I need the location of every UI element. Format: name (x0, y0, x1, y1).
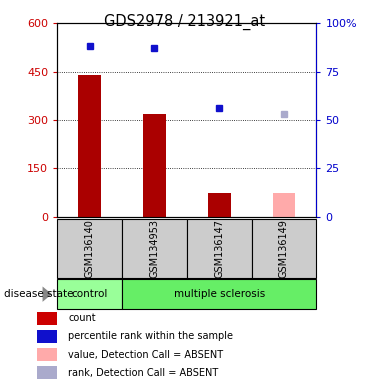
Text: count: count (68, 313, 96, 323)
Bar (273, 193, 295, 217)
Text: value, Detection Call = ABSENT: value, Detection Call = ABSENT (68, 350, 223, 360)
Bar (37, 330, 57, 343)
Bar (208, 193, 231, 217)
Bar (57, 219, 122, 278)
Bar (78, 75, 101, 217)
Bar (252, 219, 316, 278)
Bar (122, 279, 316, 309)
Bar (37, 311, 57, 325)
Text: GSM136149: GSM136149 (279, 219, 289, 278)
Polygon shape (43, 286, 52, 302)
Text: GSM136147: GSM136147 (214, 219, 224, 278)
Text: GSM136140: GSM136140 (85, 219, 95, 278)
Text: rank, Detection Call = ABSENT: rank, Detection Call = ABSENT (68, 368, 219, 378)
Text: GDS2978 / 213921_at: GDS2978 / 213921_at (104, 13, 266, 30)
Bar (37, 348, 57, 361)
Bar (57, 279, 122, 309)
Bar (143, 114, 166, 217)
Bar (37, 366, 57, 379)
Text: disease state: disease state (4, 289, 73, 299)
Text: multiple sclerosis: multiple sclerosis (174, 289, 265, 299)
Text: percentile rank within the sample: percentile rank within the sample (68, 331, 233, 341)
Text: GSM134953: GSM134953 (149, 219, 159, 278)
Bar (187, 219, 252, 278)
Text: control: control (71, 289, 108, 299)
Bar (122, 219, 187, 278)
